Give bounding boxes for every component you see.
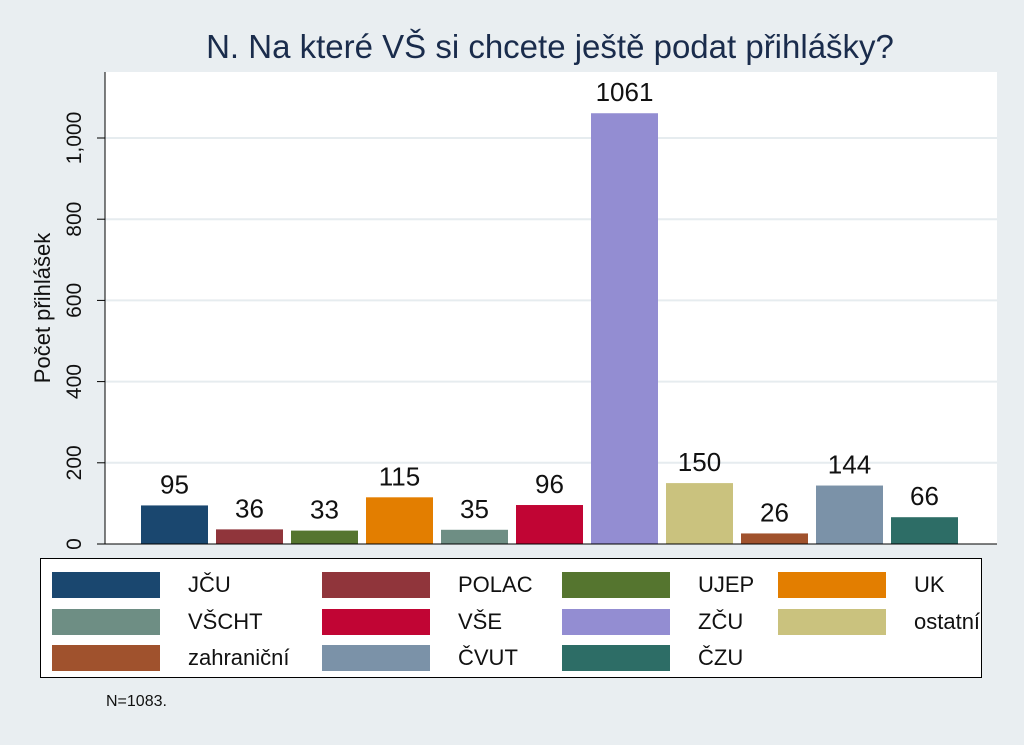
legend-item: ZČU (562, 609, 743, 635)
bar (891, 517, 958, 544)
legend-swatch (778, 572, 886, 598)
legend-swatch (52, 645, 160, 671)
y-tick-label: 800 (63, 202, 86, 237)
bar-value-label: 115 (379, 461, 420, 491)
bar-value-label: 35 (460, 494, 489, 524)
legend-label: UK (914, 572, 945, 597)
legend-swatch (52, 609, 160, 635)
legend-label: ZČU (698, 609, 744, 634)
legend-label: VŠE (458, 609, 503, 634)
bar-value-label: 150 (678, 447, 721, 477)
bar-value-label: 96 (535, 469, 564, 499)
legend-item: UJEP (562, 572, 754, 598)
y-axis-label: Počet přihlášek (30, 232, 55, 383)
legend: JČU POLAC UJEP UK VŠCHT VŠE ZČU ostatní zahranič… (40, 558, 982, 678)
legend-label: POLAC (458, 572, 533, 597)
legend-label: UJEP (698, 572, 755, 597)
grid-lines (105, 137, 997, 464)
legend-item: ČVUT (322, 645, 518, 671)
y-tick-label: 600 (63, 283, 86, 318)
y-tick-label: 400 (63, 364, 86, 399)
bar-value-label: 33 (310, 495, 339, 525)
bar (666, 483, 733, 544)
legend-item: VŠE (322, 609, 502, 635)
y-tick-label: 1,000 (63, 112, 86, 165)
legend-swatch (778, 609, 886, 635)
chart-title: N. Na které VŠ si chcete ještě podat při… (206, 28, 894, 65)
legend-label: JČU (188, 572, 231, 597)
legend-swatch (322, 645, 430, 671)
bar (291, 530, 358, 544)
bar (441, 529, 508, 544)
legend-label: zahraniční (188, 645, 290, 670)
bar-value-label: 36 (235, 493, 264, 523)
bar-value-label: 95 (160, 469, 189, 499)
bars (105, 113, 997, 545)
legend-label: VŠCHT (188, 609, 263, 634)
bar-value-label: 26 (760, 497, 789, 527)
legend-swatch (562, 572, 670, 598)
legend-item: JČU (52, 572, 231, 598)
y-tick-label: 200 (63, 445, 86, 480)
bar (366, 497, 433, 544)
bar (816, 485, 883, 544)
legend-swatch (322, 609, 430, 635)
legend-item: zahraniční (52, 645, 290, 671)
legend-item: ČZU (562, 645, 743, 671)
footnote: N=1083. (106, 693, 167, 710)
legend-item: VŠCHT (52, 609, 263, 635)
legend-swatch (322, 572, 430, 598)
y-tick-label: 0 (63, 538, 86, 550)
legend-label: ČZU (698, 645, 744, 670)
legend-label: ČVUT (458, 645, 518, 670)
bar (741, 533, 808, 544)
bar (216, 529, 283, 544)
bar (591, 113, 658, 544)
bar-labels: 95 36 33 115 35 96 1061 150 26 144 66 (160, 77, 939, 527)
y-axis: 0 200 400 600 800 1,000 (63, 72, 106, 550)
bar-value-label: 144 (828, 450, 871, 480)
legend-swatch (52, 572, 160, 598)
legend-swatch (562, 609, 670, 635)
bar-value-label: 1061 (596, 77, 654, 107)
plot-area (105, 72, 997, 544)
legend-item: UK (778, 572, 945, 598)
legend-swatch (562, 645, 670, 671)
bar-value-label: 66 (910, 481, 939, 511)
legend-item: POLAC (322, 572, 533, 598)
bar (516, 505, 583, 544)
bar (141, 505, 208, 544)
legend-item: ostatní (778, 609, 980, 635)
legend-label: ostatní (914, 609, 981, 634)
bar-chart: 0 200 400 600 800 1,000 95 36 33 115 35 96 1061 150 2… (30, 72, 997, 550)
